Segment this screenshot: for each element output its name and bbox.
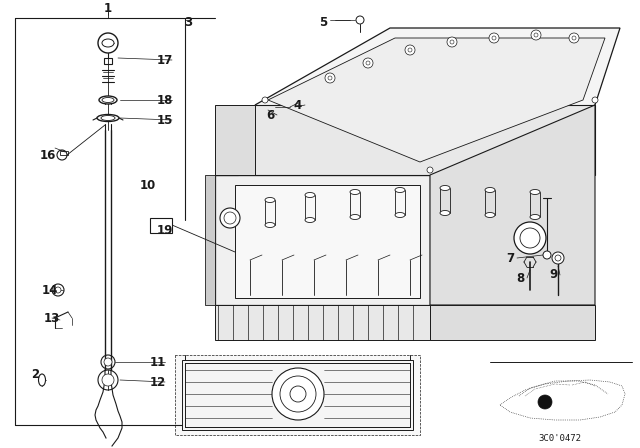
Circle shape [492,36,496,40]
Ellipse shape [97,115,119,121]
Circle shape [102,374,114,386]
Circle shape [572,36,576,40]
Circle shape [520,228,540,248]
Bar [150,218,172,233]
Circle shape [555,255,561,261]
Ellipse shape [440,185,450,190]
Circle shape [489,33,499,43]
Polygon shape [182,360,413,430]
Circle shape [55,287,61,293]
Circle shape [538,395,552,409]
Circle shape [534,33,538,37]
Circle shape [224,212,236,224]
Text: 19: 19 [157,224,173,237]
Text: 14: 14 [42,284,58,297]
Text: 10: 10 [140,178,156,191]
Polygon shape [215,105,255,175]
Polygon shape [205,175,215,305]
Text: 4: 4 [294,99,302,112]
Circle shape [262,97,268,103]
Circle shape [220,208,240,228]
Ellipse shape [350,190,360,194]
Text: 13: 13 [44,311,60,324]
Text: 15: 15 [157,113,173,126]
Text: 1: 1 [104,1,112,14]
Circle shape [427,167,433,173]
Bar [104,58,112,64]
Circle shape [356,16,364,24]
Circle shape [272,368,324,420]
Ellipse shape [305,217,315,223]
Text: 17: 17 [157,53,173,66]
Text: 18: 18 [157,94,173,107]
Polygon shape [215,175,430,305]
Text: 5: 5 [319,16,327,29]
Circle shape [280,376,316,412]
Circle shape [531,30,541,40]
Circle shape [408,48,412,52]
Ellipse shape [102,39,114,47]
Circle shape [290,386,306,402]
Ellipse shape [485,188,495,193]
Text: 8: 8 [516,271,524,284]
Circle shape [552,252,564,264]
Ellipse shape [395,212,405,217]
Ellipse shape [99,96,117,104]
Circle shape [325,73,335,83]
Text: 3: 3 [184,16,192,29]
Ellipse shape [305,193,315,198]
Ellipse shape [530,215,540,220]
Polygon shape [235,185,420,298]
Ellipse shape [102,98,114,103]
Circle shape [328,76,332,80]
Circle shape [447,37,457,47]
Ellipse shape [395,188,405,193]
Ellipse shape [485,212,495,217]
Circle shape [450,40,454,44]
Circle shape [363,58,373,68]
Ellipse shape [265,198,275,202]
Ellipse shape [350,215,360,220]
Text: 3C0'0472: 3C0'0472 [538,434,582,443]
Text: 7: 7 [506,251,514,264]
Text: 11: 11 [150,356,166,369]
Text: 12: 12 [150,375,166,388]
Polygon shape [430,305,595,340]
Circle shape [405,45,415,55]
Text: 9: 9 [549,268,557,281]
Polygon shape [175,355,420,435]
Text: 6: 6 [266,108,274,121]
Circle shape [104,358,112,366]
Polygon shape [255,28,620,175]
Polygon shape [215,105,595,175]
Ellipse shape [38,374,45,386]
Circle shape [543,251,551,259]
Ellipse shape [101,116,115,121]
Circle shape [366,61,370,65]
Ellipse shape [530,190,540,194]
Polygon shape [268,38,605,162]
Polygon shape [215,305,430,340]
Text: 16: 16 [40,148,56,161]
Ellipse shape [440,211,450,215]
Polygon shape [430,105,595,305]
Ellipse shape [265,223,275,228]
Circle shape [569,33,579,43]
Circle shape [592,97,598,103]
Bar [60,151,68,155]
Circle shape [514,222,546,254]
Text: 2: 2 [31,369,39,382]
